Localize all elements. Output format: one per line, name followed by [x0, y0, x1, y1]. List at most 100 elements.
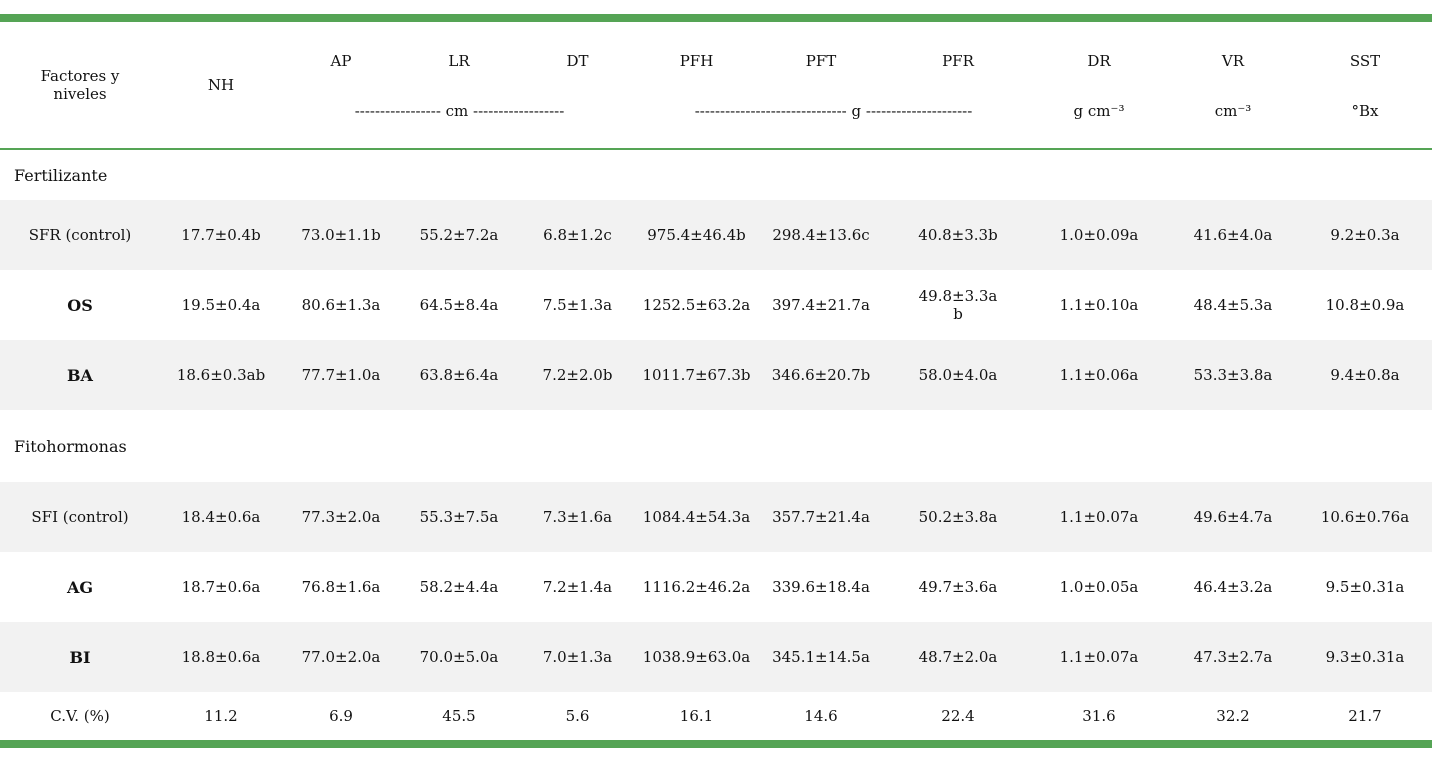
cell-ap: 73.0±1.1b: [282, 200, 400, 270]
column-header-pfr: PFR: [942, 52, 974, 70]
cell-vr: 49.6±4.7a: [1168, 482, 1298, 552]
cell-nh: 18.6±0.3ab: [160, 340, 282, 410]
column-header-pfh: PFH: [679, 52, 714, 70]
unit-vr: cm⁻³: [1214, 102, 1252, 120]
treatments-results-table: Factores y niveles NH AP LR DT PFH PFT P…: [0, 14, 1432, 748]
cell-pft: 298.4±13.6c: [756, 200, 886, 270]
table-row-cv: C.V. (%) 11.2 6.9 45.5 5.6 16.1 14.6 22.…: [0, 692, 1432, 744]
column-header-dt: DT: [566, 52, 589, 70]
cell-ap: 6.9: [329, 707, 353, 725]
table-row-ag: AG 18.7±0.6a 76.8±1.6a 58.2±4.4a 7.2±1.4…: [0, 552, 1432, 622]
cell-ap: 77.3±2.0a: [282, 482, 400, 552]
cell-pfr: 49.8±3.3a b: [918, 287, 998, 323]
cell-dr: 1.0±0.05a: [1059, 578, 1139, 596]
cell-lr: 70.0±5.0a: [400, 622, 518, 692]
cell-ap: 76.8±1.6a: [301, 578, 381, 596]
cell-nh: 18.8±0.6a: [160, 622, 282, 692]
cell-dt: 7.2±1.4a: [542, 578, 613, 596]
cell-ap: 80.6±1.3a: [301, 296, 381, 314]
cell-pfh: 1252.5±63.2a: [642, 296, 751, 314]
cell-dt: 7.0±1.3a: [518, 622, 637, 692]
cell-nh: 19.5±0.4a: [181, 296, 261, 314]
cell-dr: 1.1±0.07a: [1030, 482, 1168, 552]
cell-sst: 10.6±0.76a: [1298, 482, 1432, 552]
cell-pfh: 1038.9±63.0a: [637, 622, 756, 692]
cell-pfr: 58.0±4.0a: [886, 340, 1030, 410]
cell-pfh: 1116.2±46.2a: [642, 578, 751, 596]
cell-lr: 55.2±7.2a: [400, 200, 518, 270]
cell-ap: 77.0±2.0a: [282, 622, 400, 692]
cell-nh: 11.2: [204, 707, 238, 725]
column-header-vr: VR: [1221, 52, 1245, 70]
cell-lr: 55.3±7.5a: [400, 482, 518, 552]
table-row-sfi-control: SFI (control) 18.4±0.6a 77.3±2.0a 55.3±7…: [0, 482, 1432, 552]
cell-pfh: 16.1: [679, 707, 714, 725]
unit-span-g: ------------------------------ g -------…: [694, 102, 973, 120]
cell-dt: 5.6: [565, 707, 590, 725]
column-header-pft: PFT: [805, 52, 837, 70]
cell-pft: 345.1±14.5a: [756, 622, 886, 692]
cell-dt: 7.3±1.6a: [518, 482, 637, 552]
row-label: BI: [0, 622, 160, 692]
section-label: Fitohormonas: [0, 410, 1432, 482]
table-row-sfr-control: SFR (control) 17.7±0.4b 73.0±1.1b 55.2±7…: [0, 200, 1432, 270]
row-label: OS: [67, 295, 93, 315]
cell-vr: 47.3±2.7a: [1168, 622, 1298, 692]
cell-pft: 339.6±18.4a: [772, 578, 870, 596]
table-row-ba: BA 18.6±0.3ab 77.7±1.0a 63.8±6.4a 7.2±2.…: [0, 340, 1432, 410]
cell-pft: 346.6±20.7b: [756, 340, 886, 410]
cell-lr: 64.5±8.4a: [419, 296, 499, 314]
cell-vr: 48.4±5.3a: [1193, 296, 1273, 314]
unit-sst: °Bx: [1351, 102, 1379, 120]
cell-pft: 357.7±21.4a: [756, 482, 886, 552]
row-label: SFI (control): [0, 482, 160, 552]
cell-dr: 1.0±0.09a: [1030, 200, 1168, 270]
table-header: Factores y niveles NH AP LR DT PFH PFT P…: [0, 18, 1432, 149]
column-header-ap: AP: [330, 52, 352, 70]
cell-pfr: 49.7±3.6a: [918, 578, 998, 596]
column-header-sst: SST: [1349, 52, 1381, 70]
column-header-dr: DR: [1087, 52, 1111, 70]
cell-pfr: 50.2±3.8a: [886, 482, 1030, 552]
cell-nh: 18.7±0.6a: [181, 578, 261, 596]
cell-sst: 9.2±0.3a: [1298, 200, 1432, 270]
column-header-lr: LR: [448, 52, 470, 70]
cell-dr: 1.1±0.10a: [1059, 296, 1139, 314]
row-label: AG: [66, 577, 94, 597]
cell-vr: 41.6±4.0a: [1168, 200, 1298, 270]
cell-dr: 1.1±0.06a: [1030, 340, 1168, 410]
cell-dt: 6.8±1.2c: [518, 200, 637, 270]
cell-pft: 14.6: [804, 707, 838, 725]
cell-vr: 32.2: [1216, 707, 1250, 725]
cell-pft: 397.4±21.7a: [772, 296, 870, 314]
cell-sst: 9.5±0.31a: [1325, 578, 1405, 596]
section-label: Fertilizante: [0, 149, 1432, 200]
table-row-bi: BI 18.8±0.6a 77.0±2.0a 70.0±5.0a 7.0±1.3…: [0, 622, 1432, 692]
cell-dt: 7.2±2.0b: [518, 340, 637, 410]
cell-dt: 7.5±1.3a: [542, 296, 613, 314]
unit-dr: g cm⁻³: [1073, 102, 1125, 120]
cell-pfh: 1011.7±67.3b: [637, 340, 756, 410]
row-label: BA: [0, 340, 160, 410]
table-body: Fertilizante SFR (control) 17.7±0.4b 73.…: [0, 149, 1432, 744]
column-header-nh: NH: [207, 76, 235, 94]
cell-pfr: 22.4: [941, 707, 975, 725]
cell-lr: 58.2±4.4a: [419, 578, 499, 596]
cell-pfh: 975.4±46.4b: [637, 200, 756, 270]
cell-pfr: 40.8±3.3b: [886, 200, 1030, 270]
row-label: SFR (control): [0, 200, 160, 270]
cell-sst: 9.4±0.8a: [1298, 340, 1432, 410]
corner-header-factores-y-niveles: Factores y niveles: [40, 67, 120, 103]
cell-nh: 18.4±0.6a: [160, 482, 282, 552]
section-row-fertilizante: Fertilizante: [0, 149, 1432, 200]
cell-lr: 45.5: [442, 707, 476, 725]
section-row-fitohormonas: Fitohormonas: [0, 410, 1432, 482]
cell-vr: 46.4±3.2a: [1193, 578, 1273, 596]
cell-dr: 1.1±0.07a: [1030, 622, 1168, 692]
cell-pfr: 48.7±2.0a: [886, 622, 1030, 692]
cell-lr: 63.8±6.4a: [400, 340, 518, 410]
cell-dr: 31.6: [1082, 707, 1116, 725]
cell-ap: 77.7±1.0a: [282, 340, 400, 410]
cell-sst: 21.7: [1348, 707, 1382, 725]
